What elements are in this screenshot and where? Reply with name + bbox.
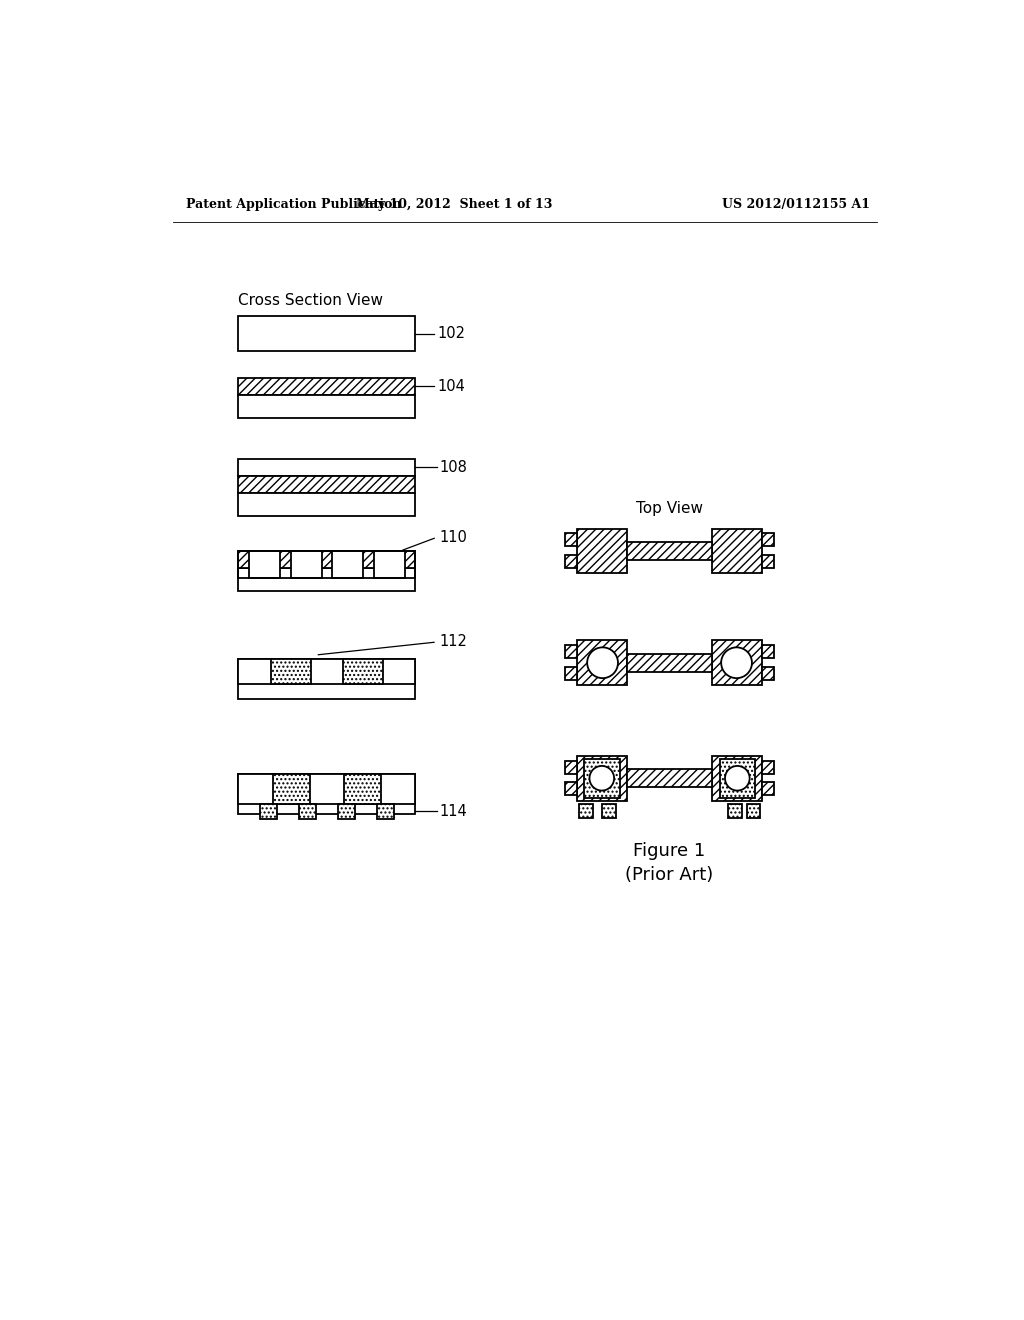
Bar	[762, 760, 774, 774]
Text: 112: 112	[439, 635, 467, 649]
Bar	[579, 804, 593, 818]
Bar	[565, 533, 578, 546]
Bar	[712, 529, 762, 573]
Bar	[762, 667, 774, 680]
Bar	[344, 775, 381, 804]
Bar	[239, 317, 416, 351]
Bar	[270, 659, 310, 684]
Bar	[239, 395, 416, 418]
Bar	[628, 770, 712, 788]
Text: 102: 102	[437, 326, 465, 341]
Circle shape	[590, 766, 614, 791]
Bar	[239, 552, 416, 568]
Bar	[260, 804, 278, 818]
Text: (Prior Art): (Prior Art)	[626, 866, 714, 883]
Text: Cross Section View: Cross Section View	[239, 293, 383, 309]
Bar	[762, 645, 774, 659]
Circle shape	[587, 647, 617, 678]
Bar	[377, 804, 393, 818]
Bar	[272, 775, 309, 804]
Bar	[291, 552, 322, 578]
Bar	[239, 459, 416, 475]
Bar	[239, 775, 416, 804]
Bar	[565, 645, 578, 659]
Text: Patent Application Publication: Patent Application Publication	[186, 198, 401, 211]
Text: 114: 114	[439, 804, 467, 818]
Bar	[762, 533, 774, 546]
Text: Top View: Top View	[636, 502, 703, 516]
Bar	[602, 804, 615, 818]
Bar	[239, 552, 416, 578]
Text: US 2012/0112155 A1: US 2012/0112155 A1	[722, 198, 869, 211]
Bar	[712, 640, 762, 685]
Text: 108: 108	[439, 459, 467, 475]
Text: 104: 104	[437, 379, 465, 393]
Bar	[628, 543, 712, 561]
Bar	[374, 552, 404, 578]
Circle shape	[725, 766, 750, 791]
Bar	[299, 804, 316, 818]
Text: May 10, 2012  Sheet 1 of 13: May 10, 2012 Sheet 1 of 13	[355, 198, 552, 211]
Bar	[343, 659, 383, 684]
Bar	[628, 653, 712, 672]
Bar	[578, 640, 628, 685]
Bar	[565, 667, 578, 680]
Bar	[728, 804, 742, 818]
Bar	[239, 568, 416, 591]
Bar	[239, 775, 416, 792]
Bar	[762, 781, 774, 795]
Bar	[746, 804, 761, 818]
Bar	[720, 759, 755, 797]
Bar	[239, 659, 416, 684]
Text: 110: 110	[439, 529, 467, 545]
Bar	[338, 804, 354, 818]
Bar	[584, 759, 620, 797]
Bar	[565, 760, 578, 774]
Bar	[762, 554, 774, 568]
Bar	[578, 756, 628, 800]
Circle shape	[721, 647, 752, 678]
Bar	[239, 792, 416, 814]
Bar	[565, 781, 578, 795]
Bar	[712, 756, 762, 800]
Bar	[565, 554, 578, 568]
Bar	[239, 475, 416, 492]
Bar	[578, 529, 628, 573]
Bar	[239, 659, 416, 676]
Bar	[239, 492, 416, 516]
Text: Figure 1: Figure 1	[634, 842, 706, 861]
Bar	[333, 552, 364, 578]
Bar	[239, 378, 416, 395]
Bar	[249, 552, 280, 578]
Bar	[239, 676, 416, 700]
